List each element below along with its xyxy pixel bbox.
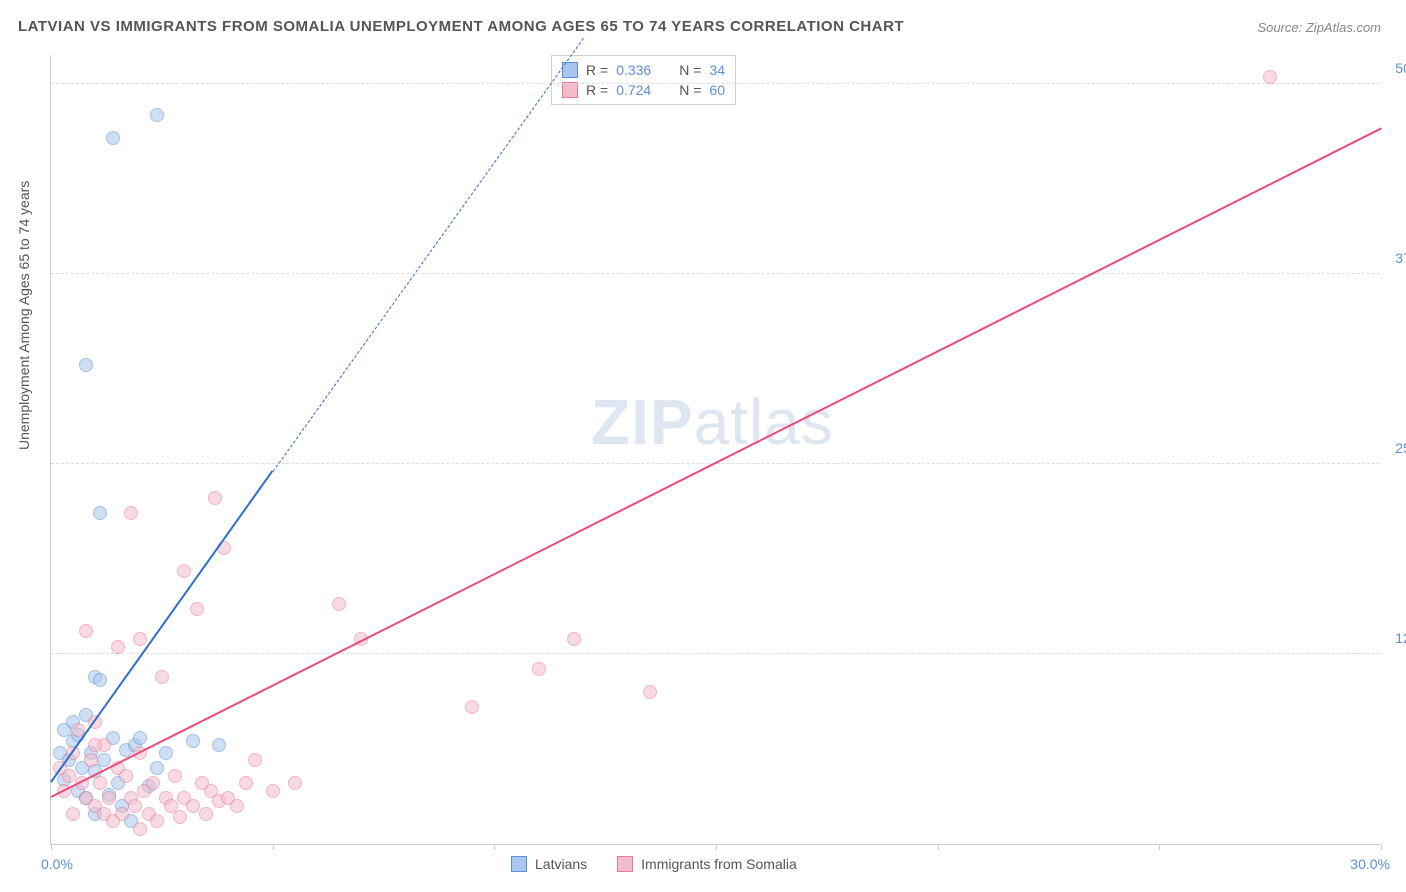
plot-inner: ZIPatlas 0.0% 30.0% R =0.336N =34R =0.72… [50, 55, 1380, 845]
scatter-point [93, 673, 107, 687]
x-axis-max-label: 30.0% [1350, 856, 1390, 872]
r-value: 0.336 [616, 62, 651, 78]
r-label: R = [586, 82, 608, 98]
scatter-point [88, 738, 102, 752]
n-label: N = [679, 62, 701, 78]
scatter-point [146, 776, 160, 790]
scatter-point [150, 761, 164, 775]
scatter-point [115, 807, 129, 821]
scatter-point [133, 822, 147, 836]
scatter-point [79, 358, 93, 372]
scatter-point [168, 769, 182, 783]
scatter-point [230, 799, 244, 813]
scatter-point [155, 670, 169, 684]
scatter-point [57, 723, 71, 737]
source-attribution: Source: ZipAtlas.com [1257, 20, 1381, 35]
trend-line-extrapolated [272, 38, 583, 472]
legend-stat-row: R = 0.336 N = 34 [562, 60, 725, 80]
gridline [51, 653, 1380, 654]
y-tick-label: 12.5% [1385, 630, 1406, 646]
scatter-point [532, 662, 546, 676]
scatter-point [190, 602, 204, 616]
scatter-point [239, 776, 253, 790]
n-label: N = [679, 82, 701, 98]
legend-item: Immigrants from Somalia [617, 856, 797, 872]
scatter-point [66, 807, 80, 821]
scatter-point [106, 131, 120, 145]
legend-swatch [511, 856, 527, 872]
scatter-point [266, 784, 280, 798]
scatter-point [84, 753, 98, 767]
scatter-point [62, 769, 76, 783]
scatter-point [111, 640, 125, 654]
n-value: 34 [709, 62, 725, 78]
r-value: 0.724 [616, 82, 651, 98]
scatter-point [133, 731, 147, 745]
scatter-point [150, 108, 164, 122]
y-axis-label: Unemployment Among Ages 65 to 74 years [16, 181, 32, 450]
legend-swatch [562, 82, 578, 98]
n-value: 60 [709, 82, 725, 98]
scatter-point [332, 597, 346, 611]
x-tick [273, 844, 274, 850]
scatter-point [133, 632, 147, 646]
x-tick [51, 844, 52, 850]
x-tick [1381, 844, 1382, 850]
scatter-point [643, 685, 657, 699]
legend-item: Latvians [511, 856, 587, 872]
scatter-point [212, 738, 226, 752]
scatter-point [199, 807, 213, 821]
scatter-point [102, 791, 116, 805]
x-axis-min-label: 0.0% [41, 856, 73, 872]
scatter-point [186, 734, 200, 748]
gridline [51, 83, 1380, 84]
scatter-point [159, 746, 173, 760]
y-tick-label: 50.0% [1385, 60, 1406, 76]
scatter-point [150, 814, 164, 828]
scatter-point [288, 776, 302, 790]
scatter-point [124, 506, 138, 520]
x-tick [1159, 844, 1160, 850]
scatter-point [208, 491, 222, 505]
scatter-point [186, 799, 200, 813]
chart-title: LATVIAN VS IMMIGRANTS FROM SOMALIA UNEMP… [18, 18, 904, 35]
scatter-point [465, 700, 479, 714]
y-tick-label: 25.0% [1385, 440, 1406, 456]
r-label: R = [586, 62, 608, 78]
chart-plot-area: ZIPatlas 0.0% 30.0% R =0.336N =34R =0.72… [50, 55, 1380, 845]
correlation-stats-legend: R = 0.336 N = 34 R = 0.724 N = 60 [551, 55, 736, 105]
scatter-point [93, 776, 107, 790]
scatter-point [119, 769, 133, 783]
scatter-point [248, 753, 262, 767]
scatter-point [128, 799, 142, 813]
scatter-point [1263, 70, 1277, 84]
legend-label: Latvians [535, 856, 587, 872]
scatter-point [93, 506, 107, 520]
y-tick-label: 37.5% [1385, 250, 1406, 266]
x-tick [938, 844, 939, 850]
x-tick [494, 844, 495, 850]
legend-label: Immigrants from Somalia [641, 856, 797, 872]
scatter-point [79, 624, 93, 638]
scatter-point [177, 564, 191, 578]
gridline [51, 273, 1380, 274]
scatter-point [173, 810, 187, 824]
legend-swatch [617, 856, 633, 872]
x-tick [716, 844, 717, 850]
scatter-point [567, 632, 581, 646]
series-legend: Latvians Immigrants from Somalia [511, 856, 797, 872]
